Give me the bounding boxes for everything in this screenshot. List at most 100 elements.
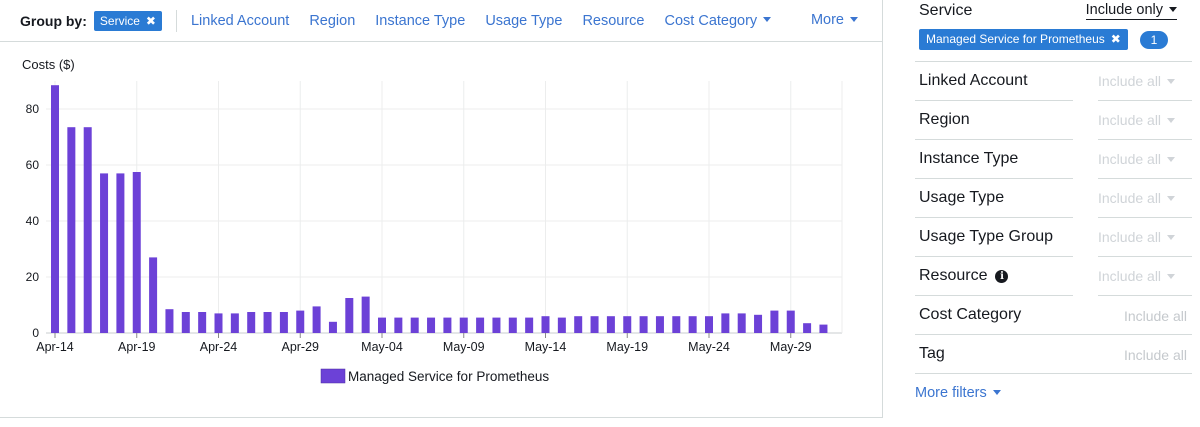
x-tick-label: May-09 [443, 340, 485, 354]
bar-May-10[interactable] [476, 317, 485, 333]
caret-down-icon [1169, 6, 1177, 12]
bar-May-02[interactable] [345, 298, 354, 333]
bar-May-27[interactable] [754, 314, 763, 333]
group-by-bar: Group by: Service ✖ Linked Account Regio… [0, 0, 882, 42]
filter-usage-type-label: Usage Type [919, 189, 1005, 206]
bar-May-15[interactable] [557, 317, 566, 333]
bar-May-22[interactable] [672, 316, 681, 333]
caret-down-icon [1167, 195, 1176, 201]
bar-Apr-16[interactable] [83, 127, 92, 333]
bar-Apr-21[interactable] [165, 309, 174, 333]
filter-usage-type-group-value: Include all [1098, 229, 1162, 245]
filter-instance-type-label: Instance Type [919, 150, 1019, 167]
bar-May-20[interactable] [639, 316, 648, 333]
bar-May-13[interactable] [525, 317, 534, 333]
bar-Apr-30[interactable] [312, 306, 321, 333]
bar-May-07[interactable] [427, 317, 436, 333]
group-by-cost-category[interactable]: Cost Category [665, 13, 772, 29]
group-by-service-chip[interactable]: Service ✖ [93, 10, 162, 31]
y-tick-label: 20 [26, 270, 40, 284]
bar-May-17[interactable] [590, 316, 599, 333]
group-by-divider [175, 9, 177, 32]
bar-Apr-23[interactable] [198, 312, 207, 333]
filter-tag-label: Tag [919, 345, 945, 362]
filter-linked-account-value: Include all [1098, 73, 1162, 89]
filter-service-chip-label: Managed Service for Prometheus [926, 32, 1105, 46]
bar-May-24[interactable] [705, 316, 713, 333]
caret-down-icon [1167, 273, 1176, 279]
bar-Apr-26[interactable] [247, 312, 256, 333]
group-by-resource[interactable]: Resource [582, 12, 645, 29]
bar-May-04[interactable] [378, 317, 386, 333]
row-divider [1098, 100, 1192, 101]
bar-Apr-19[interactable] [132, 172, 141, 333]
filter-region-select[interactable]: Include all [1098, 112, 1176, 128]
bar-May-06[interactable] [410, 317, 419, 333]
group-by-cost-category-label: Cost Category [664, 12, 758, 29]
bar-Apr-29[interactable] [296, 310, 305, 333]
group-by-usage-type[interactable]: Usage Type [485, 12, 563, 29]
filter-usage-type-group: Usage Type Group [915, 218, 1073, 257]
group-by-more-button[interactable]: More [811, 12, 858, 28]
caret-down-icon [992, 389, 1001, 395]
bar-May-09[interactable] [459, 317, 468, 333]
filter-tag-value[interactable]: Include all [1123, 347, 1187, 363]
group-by-linked-account[interactable]: Linked Account [190, 12, 290, 29]
info-icon[interactable]: i [995, 270, 1009, 283]
bar-May-03[interactable] [361, 296, 370, 333]
bar-May-28[interactable] [770, 310, 779, 333]
bar-May-25[interactable] [721, 313, 730, 333]
legend-label[interactable]: Managed Service for Prometheus [348, 369, 549, 384]
bar-Apr-15[interactable] [67, 127, 76, 333]
x-tick-label: May-29 [770, 340, 812, 354]
bar-Apr-22[interactable] [181, 312, 190, 333]
legend-swatch[interactable] [320, 368, 346, 384]
y-tick-label: 60 [26, 158, 40, 172]
group-by-region[interactable]: Region [309, 12, 356, 29]
row-divider [1098, 178, 1192, 179]
bar-May-11[interactable] [492, 317, 501, 333]
filter-usage-type-group-select[interactable]: Include all [1098, 229, 1176, 245]
bar-May-26[interactable] [737, 313, 746, 333]
bar-May-19[interactable] [623, 316, 632, 333]
bar-May-31[interactable] [819, 324, 828, 333]
group-by-instance-type[interactable]: Instance Type [375, 12, 466, 29]
bar-Apr-14[interactable] [51, 85, 59, 333]
bar-May-01[interactable] [328, 321, 337, 333]
filter-instance-type-value: Include all [1098, 151, 1162, 167]
filter-instance-type: Instance Type [915, 140, 1073, 179]
bar-Apr-27[interactable] [263, 312, 272, 333]
bar-May-21[interactable] [655, 316, 664, 333]
bar-Apr-28[interactable] [279, 312, 288, 333]
bar-May-29[interactable] [786, 310, 795, 333]
x-tick-label: Apr-19 [118, 340, 156, 354]
bar-Apr-25[interactable] [230, 313, 239, 333]
bar-May-30[interactable] [803, 323, 812, 333]
filter-cost-category-value[interactable]: Include all [1123, 308, 1187, 324]
filter-resource-select[interactable]: Include all [1098, 268, 1176, 284]
y-tick-label: 0 [32, 326, 39, 340]
remove-chip-icon[interactable]: ✖ [145, 13, 156, 28]
filter-instance-type-select[interactable]: Include all [1098, 151, 1176, 167]
filter-resource-label-text: Resource [919, 267, 988, 284]
bar-Apr-24[interactable] [214, 313, 223, 333]
filter-service-mode-value: Include only [1085, 2, 1163, 18]
filter-linked-account-select[interactable]: Include all [1098, 73, 1176, 89]
bar-Apr-20[interactable] [149, 257, 158, 333]
bar-Apr-17[interactable] [100, 173, 109, 333]
filter-usage-type-select[interactable]: Include all [1098, 190, 1176, 206]
filter-service-mode-select[interactable]: Include only [1085, 2, 1177, 20]
remove-chip-icon[interactable]: ✖ [1110, 32, 1121, 46]
filter-service-chip[interactable]: Managed Service for Prometheus ✖ [919, 29, 1128, 50]
bar-May-05[interactable] [394, 317, 403, 333]
bar-May-14[interactable] [541, 316, 550, 333]
filter-region-label: Region [919, 111, 970, 128]
bar-May-16[interactable] [574, 316, 583, 333]
more-filters-button[interactable]: More filters [915, 385, 1001, 401]
filter-service-label: Service [919, 2, 973, 19]
bar-Apr-18[interactable] [116, 173, 125, 333]
bar-May-18[interactable] [606, 316, 615, 333]
bar-May-23[interactable] [688, 316, 697, 333]
bar-May-12[interactable] [508, 317, 517, 333]
bar-May-08[interactable] [443, 317, 452, 333]
